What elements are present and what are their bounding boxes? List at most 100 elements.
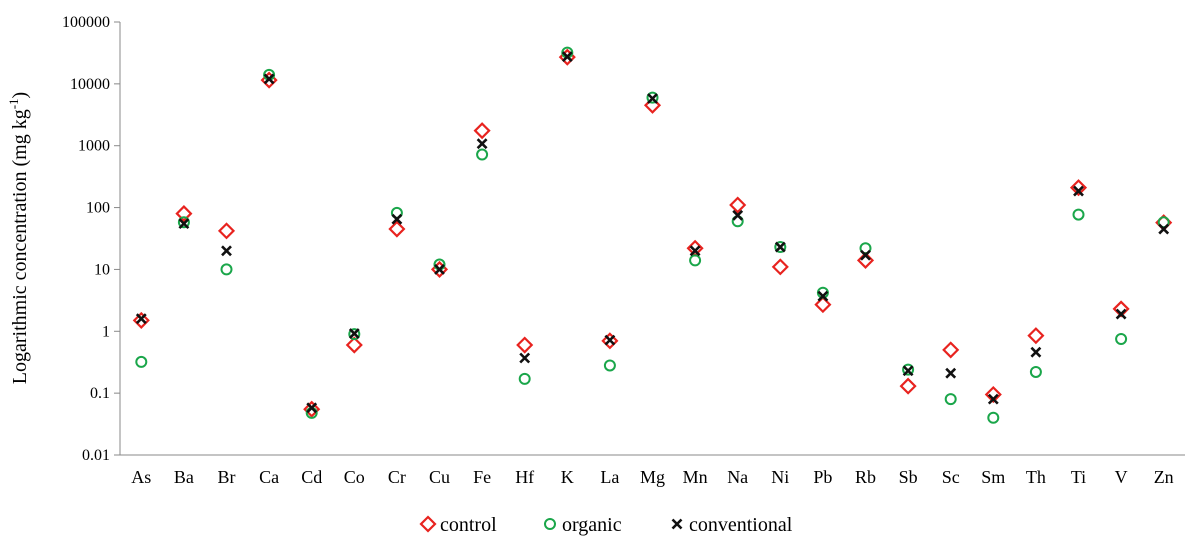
series-conventional [135,51,1170,414]
x-category-label: Ba [174,467,194,487]
y-axis-title-end: ) [9,92,31,99]
control-point-Sc [942,341,960,359]
organic-point-Rb [859,242,872,255]
x-category-label: Co [344,467,365,487]
y-tick-label: 1000 [78,138,110,155]
series-control [132,48,1173,418]
conventional-point-Ni [774,241,786,253]
y-axis-title: Logarithmic concentration (mg kg-1) [6,92,31,384]
conventional-point-La [604,334,616,346]
organic-point-Ni [774,241,787,254]
control-point-Sb [899,377,917,395]
conventional-point-Cr [391,213,403,225]
conventional-point-Mn [689,245,701,257]
conventional-point-Cu [434,264,445,275]
x-category-label: Hf [515,467,534,487]
organic-point-Sm [987,411,1000,424]
y-tick-label: 10 [94,261,110,278]
y-axis-title-superscript: -1 [6,98,21,109]
y-tick-label: 0.01 [82,447,110,464]
conventional-point-Hf [519,352,531,364]
organic-point-As [135,355,148,368]
organic-point-Mn [689,254,702,267]
x-category-label: Sb [899,467,918,487]
x-category-label: Ni [771,467,789,487]
conventional-point-Sc [945,367,957,379]
x-category-label: Cu [429,467,450,487]
x-category-label: Fe [473,467,491,487]
conventional-point-Sb [902,365,914,377]
organic-point-Ba [177,216,190,229]
control-point-As [132,311,150,329]
legend-label-organic: organic [562,514,622,536]
organic-point-V [1115,333,1128,346]
x-category-label: K [561,467,574,487]
control-point-Cr [388,220,406,238]
conventional-point-Co [348,328,360,339]
legend: control organic conventional [419,514,793,536]
x-category-label: Th [1026,467,1046,487]
conventional-point-Fe [476,138,488,150]
conventional-point-Ba [178,218,190,230]
x-category-label: Mn [683,467,708,487]
x-category-label: Cd [301,467,322,487]
conventional-point-V [1115,308,1127,320]
x-category-label: Rb [855,467,876,487]
organic-point-La [603,359,616,372]
y-tick-label: 100 [86,200,110,217]
control-point-Mn [686,239,704,257]
conventional-point-Ca [263,73,275,85]
y-tick-label: 0.1 [90,385,110,402]
conventional-point-Mg [647,93,658,104]
y-tick-label: 1 [102,323,110,340]
x-category-label: Mg [640,467,665,487]
conventional-point-Rb [860,249,871,261]
x-category-label: V [1115,467,1128,487]
legend-marker-control [419,515,437,533]
organic-point-Fe [476,148,489,161]
conventional-point-K [561,51,573,63]
control-point-Mg [643,96,662,114]
y-axis-title-main: Logarithmic concentration (mg kg [9,109,31,384]
plot-area [119,22,1185,456]
y-ticks: 0.01 0.1 1 10 100 1000 10000 100000 [62,14,120,464]
organic-point-Sb [902,363,915,376]
conventional-point-Na [732,209,744,221]
conventional-point-Br [221,245,232,257]
x-category-label: Pb [813,467,832,487]
conventional-point-Zn [1158,223,1170,235]
conventional-point-Ti [1073,185,1084,197]
x-category-label: Na [727,467,748,487]
x-category-label: La [600,467,619,487]
x-category-label: As [131,467,151,487]
x-category-label: Sm [981,467,1005,487]
conventional-point-As [135,313,147,325]
control-point-Cd [303,400,321,418]
organic-point-Co [348,328,361,341]
series-organic [135,46,1170,424]
conventional-point-Cd [306,402,318,414]
control-point-Na [729,196,747,214]
x-category-label: Ti [1071,467,1086,487]
control-point-Ti [1069,179,1088,197]
x-category-label: Zn [1154,467,1174,487]
control-point-Co [345,336,363,354]
conventional-point-Th [1030,346,1042,358]
x-category-label: Sc [942,467,960,487]
x-category-label: Br [218,467,236,487]
y-tick-label: 100000 [62,14,110,31]
data-marks [132,46,1173,424]
control-point-Fe [473,122,491,140]
control-point-Br [217,222,236,240]
control-point-Th [1027,327,1045,345]
organic-point-Br [220,263,233,276]
control-point-Pb [814,296,832,314]
control-point-Hf [516,336,534,354]
organic-point-Ti [1072,208,1085,221]
organic-point-Th [1029,365,1042,378]
organic-point-Sc [944,393,957,406]
control-point-V [1112,300,1130,318]
legend-marker-organic [544,518,556,530]
organic-point-Hf [518,372,531,385]
